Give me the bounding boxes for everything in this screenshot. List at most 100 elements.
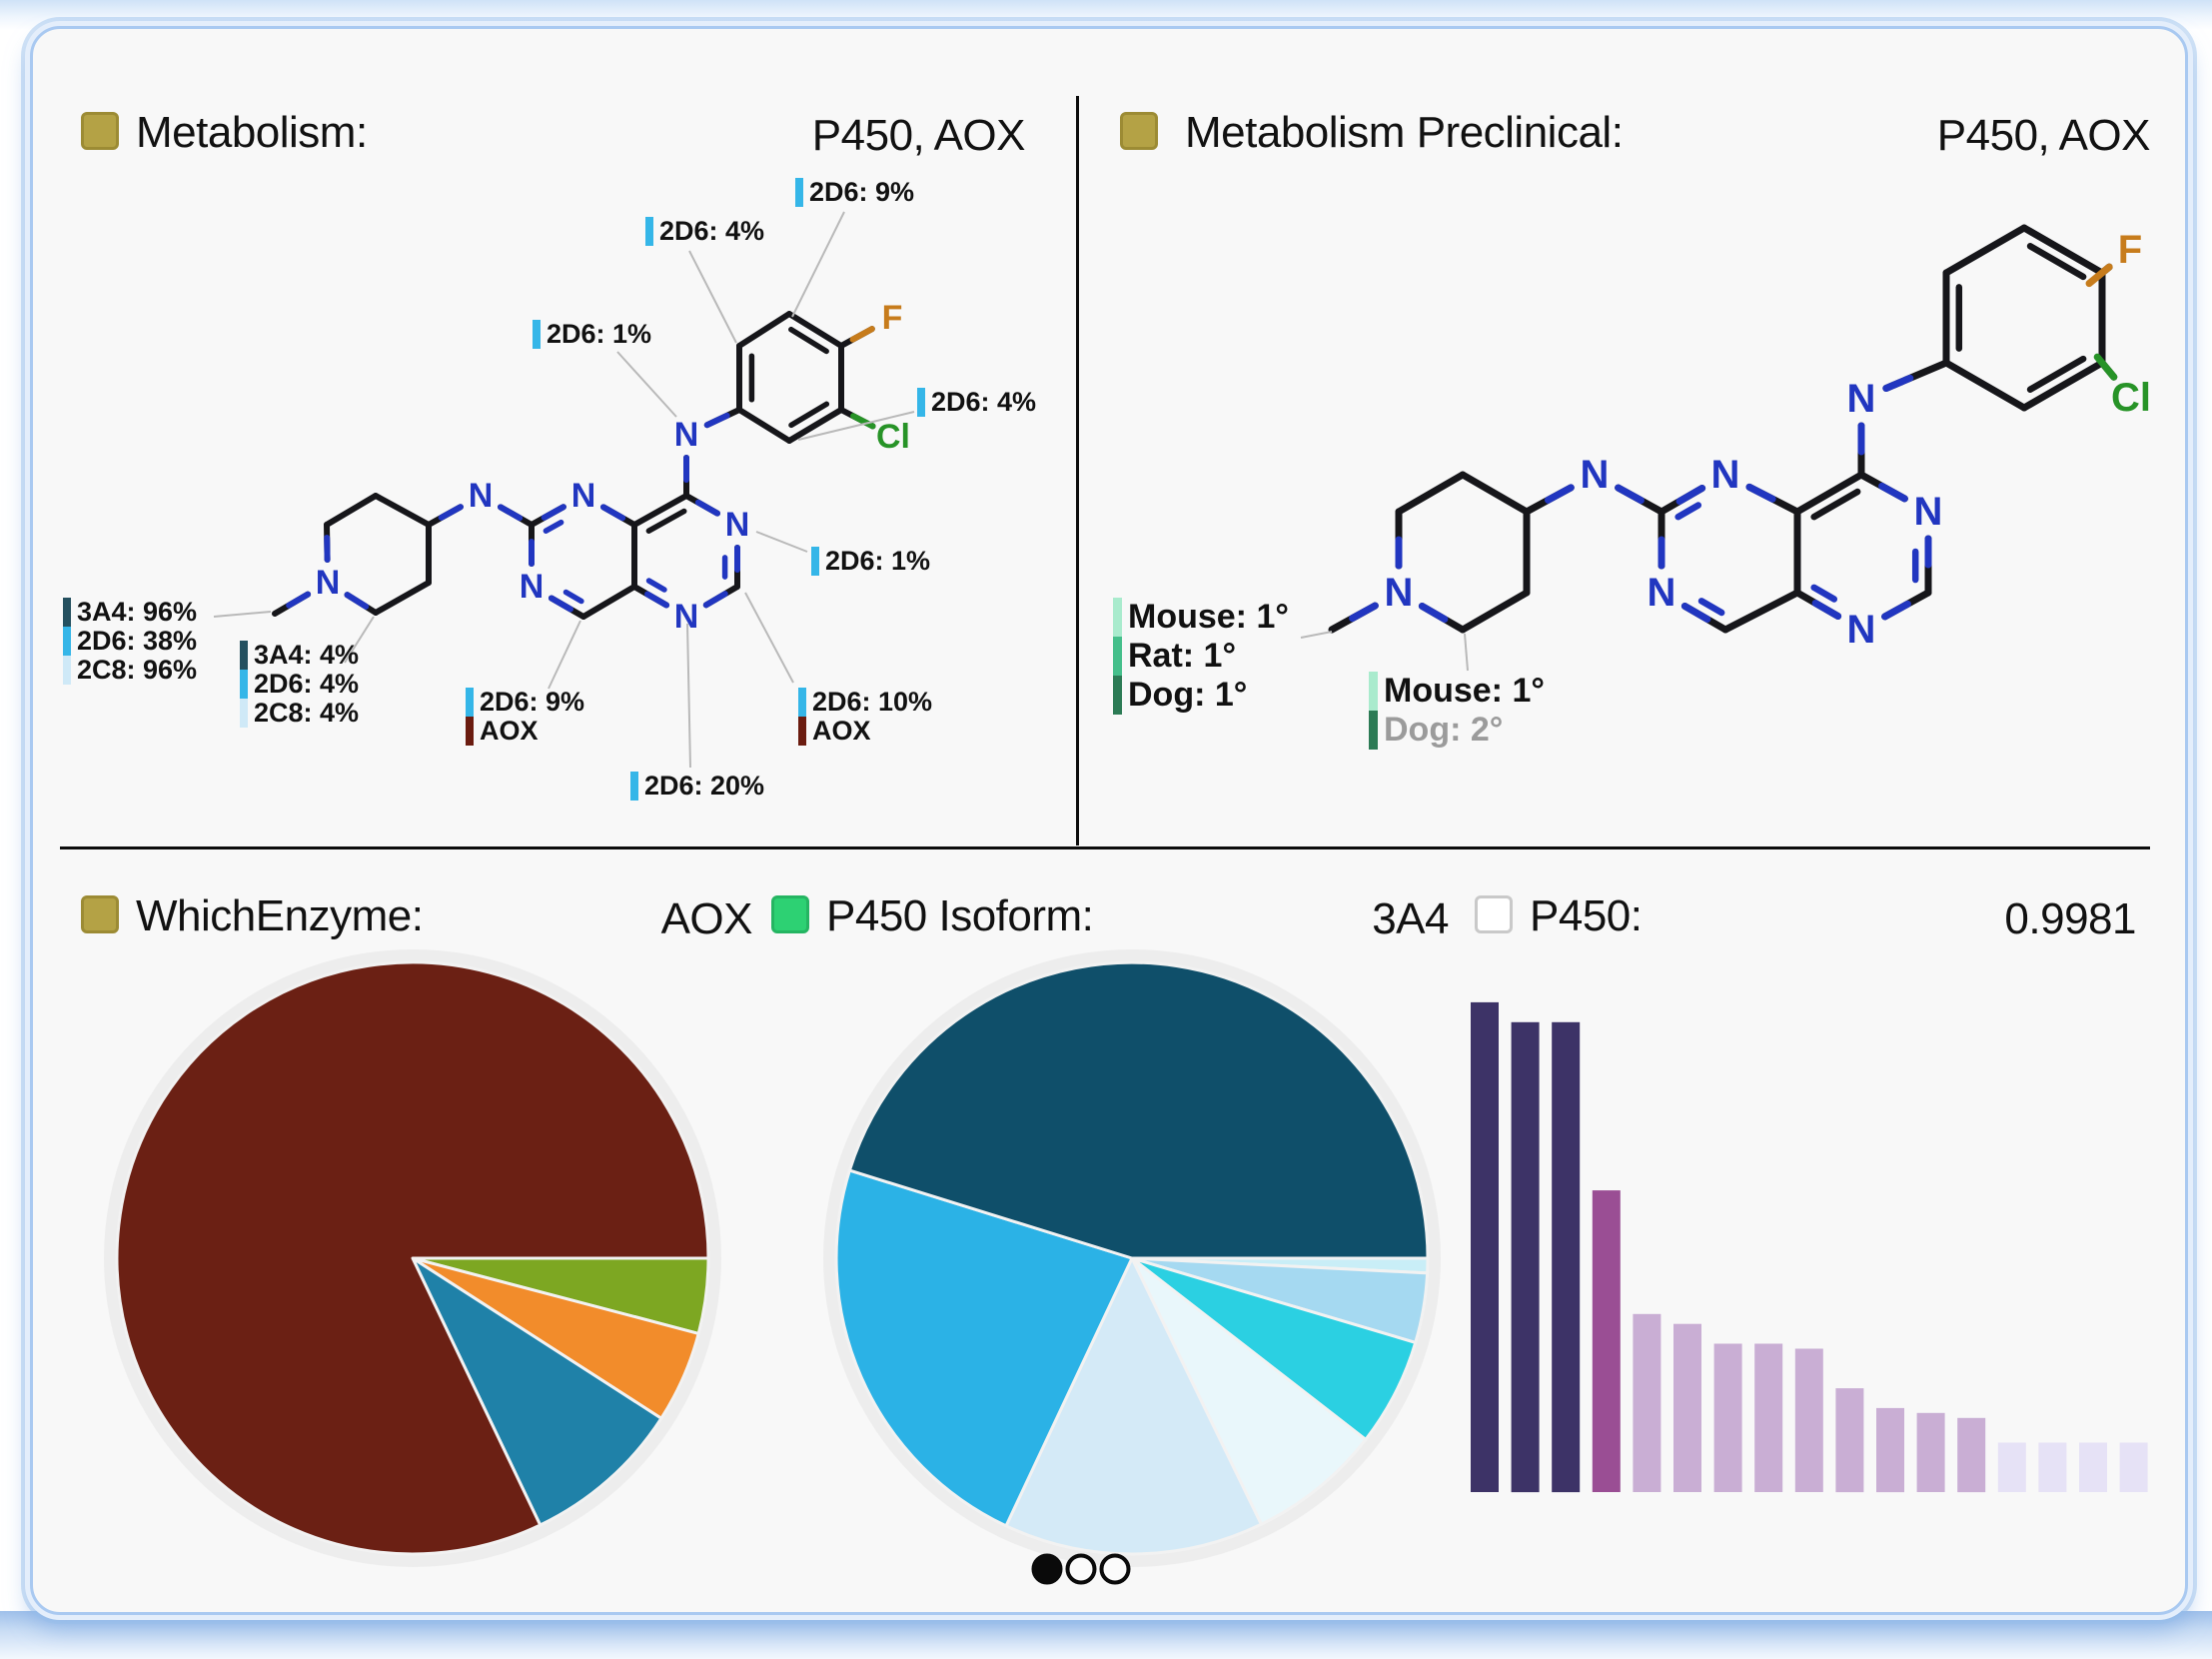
annotation-color-segment xyxy=(1113,637,1122,676)
bond-tip xyxy=(1882,374,1914,392)
double-bond-line xyxy=(788,401,830,429)
annotation-label: 2C8: 4% xyxy=(254,698,360,728)
bar-8 xyxy=(1794,1348,1823,1492)
annotation-color-bar xyxy=(63,598,71,685)
annotation-color-segment xyxy=(917,388,925,417)
double-bond-line xyxy=(1810,488,1861,521)
bond-tip xyxy=(1544,484,1575,504)
annotation-label: 2D6: 20% xyxy=(644,771,765,801)
bond-tip xyxy=(850,413,876,430)
annotation-color-segment xyxy=(1369,711,1378,750)
which-enzyme-value: AOX xyxy=(660,894,753,943)
bond-tip xyxy=(548,595,573,613)
atom-label-N: N xyxy=(520,568,545,606)
annotation-label: 2D6: 4% xyxy=(931,387,1037,417)
leader-line xyxy=(744,592,794,684)
bar-9 xyxy=(1835,1388,1864,1493)
annotation-label: 2D6: 10% xyxy=(812,687,933,717)
bond-tip xyxy=(1881,600,1911,621)
bond-tip xyxy=(438,504,464,521)
leader-line xyxy=(548,620,581,690)
bond-tip xyxy=(497,504,524,522)
atom-label-Cl: Cl xyxy=(2111,376,2151,420)
bond xyxy=(1395,471,1467,516)
pie-slice-6 xyxy=(847,960,1430,1260)
page-dot-1[interactable] xyxy=(1031,1553,1063,1585)
bar-16 xyxy=(2119,1442,2148,1492)
annotation-color-bar xyxy=(466,688,474,746)
bond-tip xyxy=(1675,485,1706,506)
atom-label-N: N xyxy=(469,477,494,515)
atom-label-N: N xyxy=(1711,453,1740,497)
metabolism-annotation-core-c6: 2D6: 10% AOX xyxy=(798,688,932,746)
which-enzyme-legend-chip xyxy=(81,895,119,933)
pie-slice-2 xyxy=(411,1256,663,1527)
bond xyxy=(580,584,637,620)
double-bond-line xyxy=(1697,598,1725,617)
bar-1 xyxy=(1511,1021,1540,1493)
bond-tip xyxy=(344,592,370,610)
atom-label-N: N xyxy=(674,598,699,636)
double-bond-line xyxy=(788,326,829,355)
bond-tip xyxy=(2085,263,2113,288)
annotation-color-bar xyxy=(811,547,819,576)
bond-tip xyxy=(644,591,670,609)
annotation-label: 3A4: 4% xyxy=(254,640,360,670)
leader-line xyxy=(616,351,677,418)
bond-tip xyxy=(1680,603,1711,624)
pie-slice-3 xyxy=(115,960,710,1556)
p450-checkbox[interactable] xyxy=(1475,895,1513,933)
atom-label-F: F xyxy=(882,299,903,337)
metabolism-annotation-core-c8: 2D6: 9% AOX xyxy=(466,688,584,746)
bond xyxy=(736,311,792,349)
bond-tip xyxy=(849,326,875,343)
bond-tip xyxy=(1745,483,1776,503)
page-dot-2[interactable] xyxy=(1065,1553,1097,1585)
annotation-label: 2D6: 1% xyxy=(547,319,652,349)
double-bond-line xyxy=(645,508,687,534)
annotation-color-bar xyxy=(1369,672,1378,750)
bond-tip xyxy=(1418,603,1449,624)
double-bond-line xyxy=(2026,355,2087,393)
annotation-label: 2D6: 38% xyxy=(77,626,198,656)
pie-slice-4 xyxy=(1004,1256,1263,1556)
bar-5 xyxy=(1673,1323,1701,1492)
annotation-color-segment xyxy=(630,772,638,801)
horizontal-divider xyxy=(60,846,2150,849)
bond-tip xyxy=(2093,353,2118,381)
annotation-color-segment xyxy=(240,670,248,699)
double-bond-line xyxy=(543,519,564,534)
atom-label-F: F xyxy=(2118,228,2142,272)
annotation-label: 2D6: 9% xyxy=(809,177,915,207)
isoform-title: P450 Isoform: xyxy=(826,891,1094,940)
annotation-color-bar xyxy=(630,772,638,801)
double-bond-line xyxy=(1810,584,1838,603)
bond-tip xyxy=(1349,602,1379,623)
bar-13 xyxy=(1997,1442,2026,1492)
leader-line xyxy=(755,531,808,553)
bar-3 xyxy=(1592,1190,1621,1492)
bar-12 xyxy=(1957,1417,1986,1493)
p450-title: P450: xyxy=(1530,891,1643,940)
atom-label-N: N xyxy=(571,477,596,515)
annotation-color-bar xyxy=(645,217,653,246)
leader-line xyxy=(344,616,375,664)
bond xyxy=(1721,589,1801,634)
metabolism-legend-chip xyxy=(81,112,119,150)
page-dot-3[interactable] xyxy=(1099,1553,1131,1585)
annotation-color-bar xyxy=(533,320,541,349)
annotation-label: 2C8: 96% xyxy=(77,655,198,685)
annotation-color-segment xyxy=(240,699,248,728)
atom-label-N: N xyxy=(725,506,750,544)
atom-label-N: N xyxy=(674,416,699,454)
annotation-color-segment xyxy=(798,688,806,717)
metabolism-annotation-ring-n5: 2D6: 1% xyxy=(811,547,930,576)
preclinical-legend-chip xyxy=(1120,112,1158,150)
annotation-color-segment xyxy=(63,656,71,685)
bond-tip xyxy=(599,504,626,522)
bar-4 xyxy=(1633,1313,1661,1492)
annotation-label: Dog: 1° xyxy=(1128,676,1248,714)
annotation-label: Mouse: 1° xyxy=(1384,672,1545,710)
annotation-color-bar xyxy=(1113,598,1122,715)
